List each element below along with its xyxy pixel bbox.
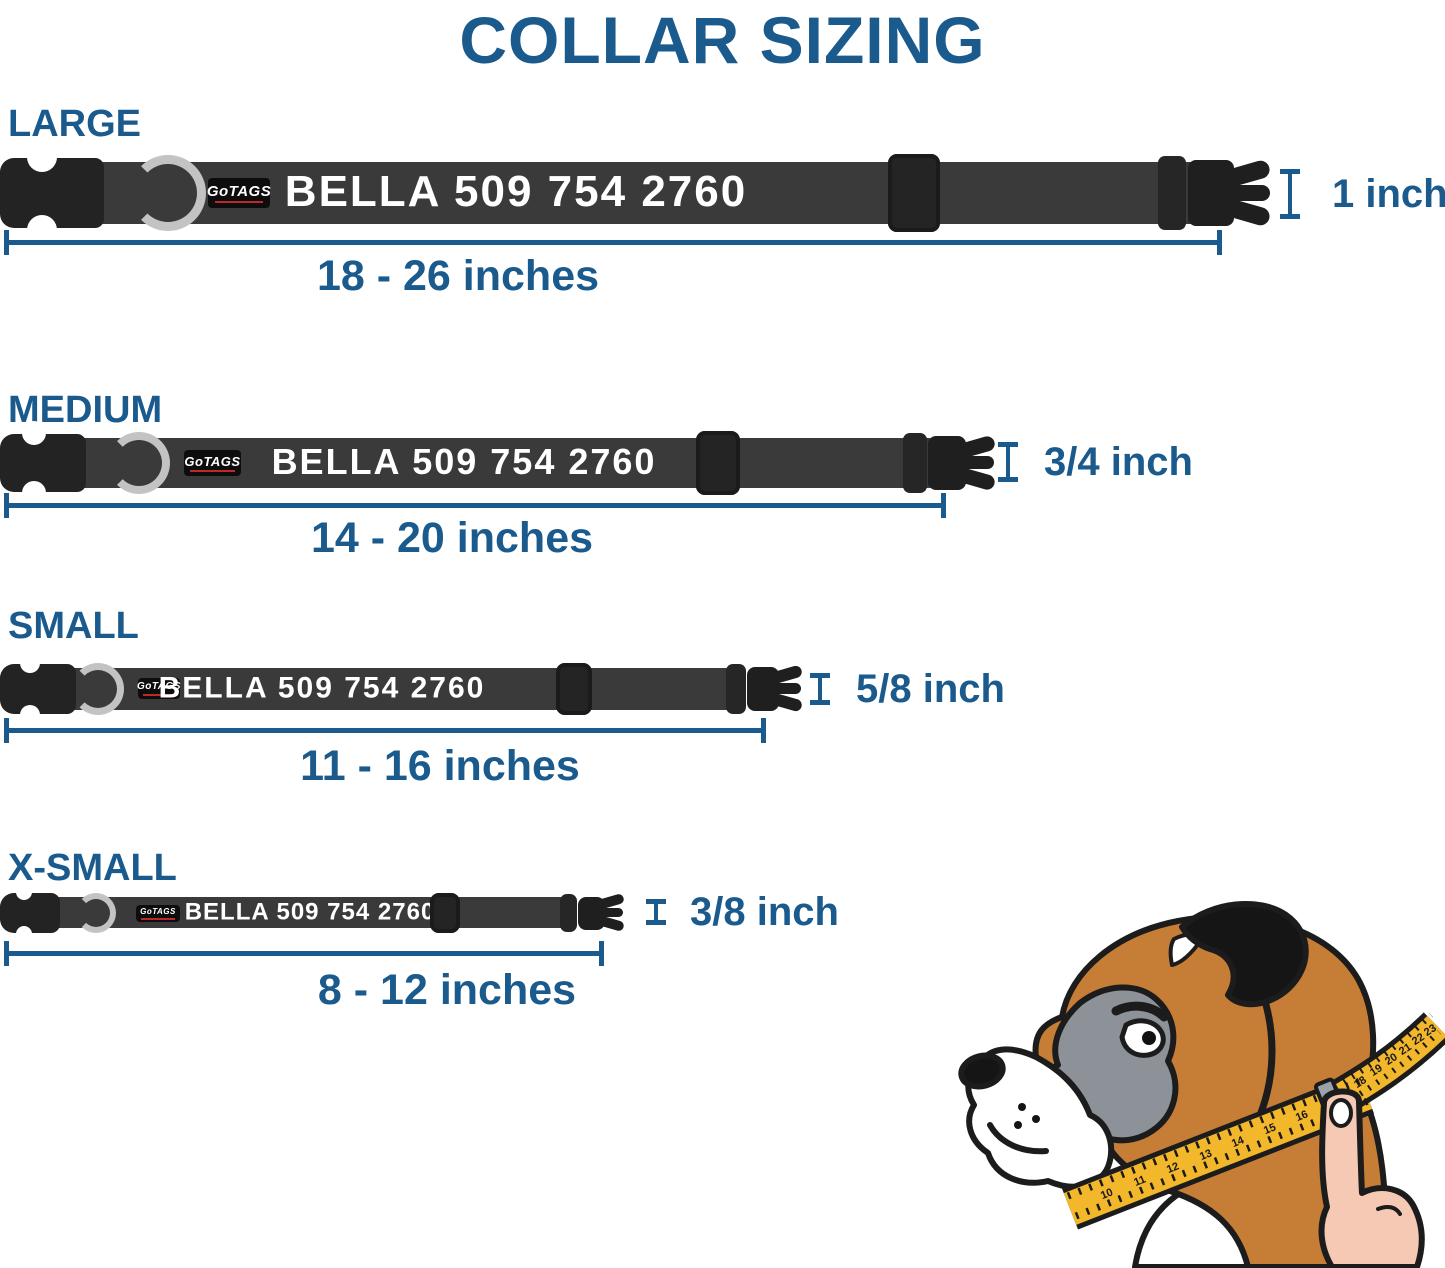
collar-d-ring [72, 663, 124, 715]
collar-buckle-male [747, 667, 779, 711]
collar-adjuster-slider [556, 663, 592, 715]
brand-logo-underline [142, 693, 176, 696]
buckle-prong-bottom [773, 693, 804, 713]
fingernail [1329, 1098, 1353, 1128]
length-range-xsmall: 8 - 12 inches [317, 966, 577, 1014]
svg-text:16: 16 [1294, 1108, 1310, 1124]
svg-text:19: 19 [1368, 1062, 1385, 1079]
collar-d-ring [76, 893, 116, 933]
collar-buckle-female [0, 420, 86, 506]
width-indicator-large [1280, 169, 1300, 219]
collar-buckle-female [0, 141, 104, 245]
size-label-small: SMALL [8, 605, 139, 647]
brand-logo: GoTAGS [206, 182, 272, 200]
collar-keeper [1158, 156, 1186, 230]
collar-keeper [903, 433, 927, 493]
width-label-small: 5/8 inch [856, 667, 1005, 711]
width-label-large: 1 inch [1332, 172, 1445, 216]
collar-personalized-text: BELLA 509 754 2760 [158, 671, 486, 705]
brand-patch: GoTAGS [184, 450, 241, 476]
svg-text:20: 20 [1383, 1051, 1400, 1068]
brand-logo: GoTAGS [140, 906, 176, 916]
buckle-prong-center [603, 908, 623, 917]
collar-graphic-large: GoTAGS BELLA 509 754 2760 [0, 141, 1272, 245]
brand-logo-underline [214, 200, 264, 203]
buckle-prong-center [777, 683, 801, 694]
brand-patch: GoTAGS [136, 905, 180, 922]
collar-keeper [560, 894, 577, 932]
svg-text:13: 13 [1198, 1147, 1214, 1163]
svg-text:15: 15 [1262, 1121, 1278, 1137]
collar-personalized-text: BELLA 509 754 2760 [284, 167, 748, 216]
width-indicator-small [810, 673, 830, 705]
collar-buckle-female [0, 884, 60, 942]
hand [1318, 1088, 1425, 1268]
buckle-prong-top [600, 893, 625, 909]
collar-d-ring [108, 432, 170, 494]
buckle-prong-top [1226, 158, 1272, 188]
collar-strap [24, 438, 935, 488]
collar-buckle-female [0, 653, 76, 725]
boxer-dog-svg: 10 11 12 13 14 15 16 18 19 20 21 22 23 [958, 901, 1445, 1268]
width-label-medium: 3/4 inch [1044, 440, 1193, 484]
svg-text:11: 11 [1132, 1173, 1147, 1188]
length-measure-line-small [4, 718, 766, 743]
brand-logo-underline [140, 917, 176, 920]
tape-numbers: 10 11 12 13 14 15 16 18 19 20 21 22 23 [1099, 1022, 1439, 1202]
svg-text:23: 23 [1422, 1022, 1439, 1039]
dog-brow [1111, 1001, 1169, 1022]
collar-keeper [726, 664, 746, 714]
length-range-large: 18 - 26 inches [316, 252, 600, 300]
buckle-prong-top [773, 664, 804, 684]
tape-band [1063, 1077, 1373, 1225]
svg-text:21: 21 [1397, 1041, 1414, 1058]
length-range-small: 11 - 16 inches [300, 742, 580, 790]
width-label-xsmall: 3/8 inch [690, 890, 839, 934]
svg-text:12: 12 [1165, 1160, 1181, 1176]
buckle-prong-center [1232, 185, 1270, 201]
dog-whisker-dots [1014, 1103, 1040, 1129]
length-measure-line-medium [4, 493, 946, 518]
dog-mouth [987, 1122, 1049, 1155]
svg-text:22: 22 [1410, 1031, 1427, 1048]
width-indicator-medium [998, 442, 1018, 482]
collar-adjuster-slider [888, 154, 940, 232]
hand-knuckle-line [1376, 1204, 1402, 1216]
collar-graphic-xsmall: GoTAGS BELLA 509 754 2760 [0, 884, 640, 942]
collar-graphic-small: GoTAGS BELLA 509 754 2760 [0, 653, 804, 725]
brand-patch: GoTAGS [206, 178, 272, 208]
width-indicator-xsmall [646, 899, 666, 925]
page-title: COLLAR SIZING [459, 3, 986, 77]
length-range-medium: 14 - 20 inches [310, 514, 594, 562]
collar-personalized-text: BELLA 509 754 2760 [271, 441, 657, 483]
svg-text:14: 14 [1230, 1134, 1247, 1150]
size-label-large: LARGE [8, 103, 141, 145]
length-measure-line-large [4, 230, 1222, 255]
dog-pupil [1142, 1031, 1156, 1045]
length-measure-line-xsmall [4, 941, 604, 966]
size-label-xsmall: X-SMALL [8, 847, 177, 889]
collar-adjuster-slider [696, 431, 740, 495]
buckle-prong-top [959, 434, 997, 459]
buckle-prong-bottom [600, 916, 625, 932]
svg-text:10: 10 [1099, 1186, 1115, 1202]
dog-ear [1179, 901, 1309, 1008]
svg-text:18: 18 [1352, 1074, 1369, 1091]
brand-logo: GoTAGS [184, 453, 241, 469]
collar-graphic-medium: GoTAGS BELLA 509 754 2760 [0, 420, 997, 506]
collar-d-ring [130, 155, 206, 231]
hand-finger-and-fist [1318, 1088, 1425, 1268]
buckle-prong-center [964, 456, 994, 469]
dog-nose [958, 1052, 1006, 1090]
collar-adjuster-slider [430, 893, 460, 933]
brand-patch: GoTAGS [137, 678, 181, 699]
brand-logo: GoTAGS [137, 680, 181, 692]
buckle-prong-bottom [1226, 198, 1272, 228]
dog-measurement-illustration: 10 11 12 13 14 15 16 18 19 20 21 22 23 [930, 875, 1445, 1268]
brand-logo-underline [190, 469, 235, 472]
collar-personalized-text: BELLA 509 754 2760 [184, 898, 436, 926]
buckle-prong-bottom [959, 467, 997, 492]
